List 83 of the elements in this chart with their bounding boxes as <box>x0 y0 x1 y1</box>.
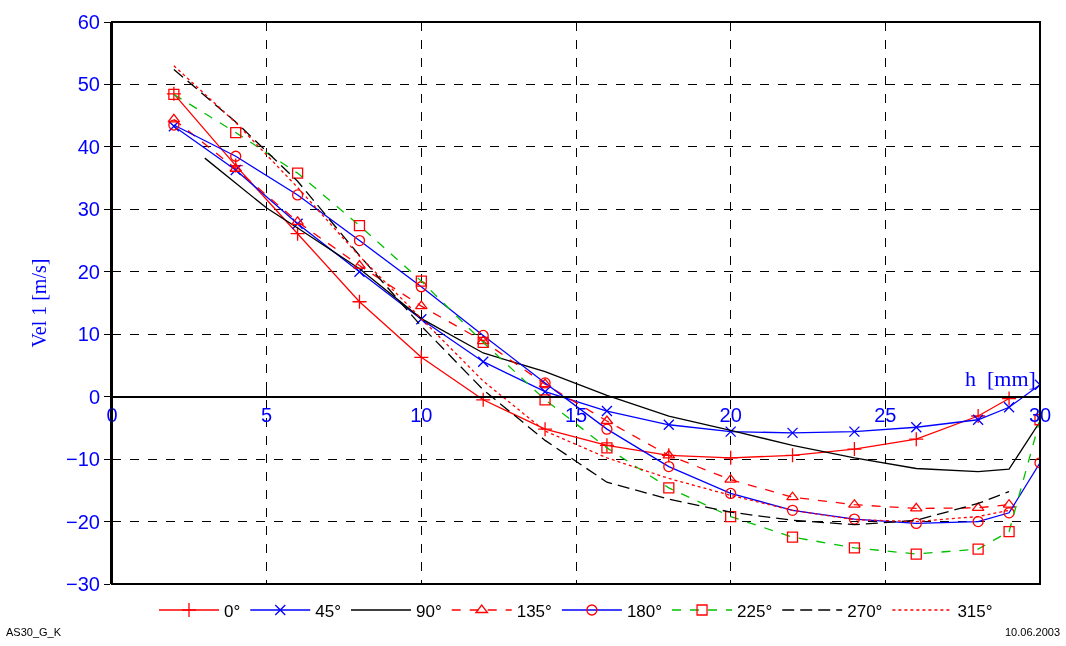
text: 10.06.2003 <box>1005 626 1061 638</box>
x-tick-label: 10 <box>410 403 433 426</box>
point <box>600 415 614 425</box>
y-tick-label: 40 <box>77 135 100 158</box>
point <box>289 226 306 242</box>
point <box>786 491 799 501</box>
point <box>353 259 366 269</box>
point <box>477 356 489 368</box>
point <box>230 150 242 162</box>
point <box>291 189 304 201</box>
point <box>908 431 924 447</box>
point <box>351 294 368 310</box>
point <box>414 300 428 310</box>
y-axis-title: Vel 1 [m/s] <box>28 258 51 348</box>
point <box>601 405 613 417</box>
y-tick-label: 0 <box>88 385 100 408</box>
point <box>291 167 304 179</box>
point <box>909 502 923 512</box>
legend-label: 225° <box>737 601 773 621</box>
point <box>662 449 676 459</box>
point <box>599 437 615 454</box>
point <box>230 164 242 176</box>
point <box>848 513 861 525</box>
point <box>723 450 739 466</box>
y-tick-label: 50 <box>77 73 100 96</box>
point <box>291 218 304 230</box>
legend-label: 180° <box>626 601 663 621</box>
point <box>972 414 984 426</box>
point <box>910 421 922 433</box>
point <box>601 442 613 454</box>
point <box>910 548 922 560</box>
point <box>784 447 801 464</box>
y-tick-label: 30 <box>77 198 100 221</box>
point <box>1003 401 1015 413</box>
x-axis-title: h [mm] <box>965 366 1036 391</box>
point <box>661 447 677 464</box>
legend-label: 315° <box>957 601 993 621</box>
point <box>167 113 181 123</box>
point <box>663 419 675 431</box>
point <box>415 281 427 293</box>
point <box>725 487 737 500</box>
point <box>601 423 613 435</box>
point <box>786 427 799 439</box>
point <box>539 394 551 406</box>
point <box>353 234 366 247</box>
y-tick-label: −10 <box>66 448 100 471</box>
point <box>786 531 799 543</box>
legend-label: 270° <box>847 601 883 621</box>
point <box>1003 525 1015 538</box>
legend-label: 135° <box>516 601 552 621</box>
legend-label: 90° <box>415 601 442 621</box>
point <box>477 329 489 342</box>
point <box>475 392 491 408</box>
point <box>970 408 986 424</box>
point <box>415 275 427 287</box>
point <box>786 504 799 516</box>
point <box>537 421 553 437</box>
y-tick-label: 10 <box>77 323 100 346</box>
point <box>725 510 737 523</box>
point <box>848 542 861 554</box>
point <box>972 515 984 528</box>
y-tick-label: −20 <box>66 510 100 533</box>
y-tick-label: 20 <box>77 260 100 283</box>
point <box>353 219 366 232</box>
y-tick-label: 60 <box>77 11 100 33</box>
point <box>663 460 675 473</box>
x-tick-label: 5 <box>261 403 273 426</box>
point <box>230 126 242 139</box>
point <box>1003 507 1015 519</box>
x-tick-label: 20 <box>719 403 742 426</box>
point <box>725 425 737 438</box>
y-tick-label: −30 <box>66 573 100 595</box>
text: AS30_G_K <box>6 626 62 638</box>
point <box>846 441 863 457</box>
point <box>413 349 429 365</box>
legend-label: 45° <box>315 601 341 621</box>
legend-label: 0° <box>224 601 241 621</box>
point <box>663 482 675 494</box>
point <box>1001 390 1017 407</box>
point <box>972 543 984 555</box>
x-tick-label: 25 <box>874 403 897 426</box>
point <box>910 517 922 530</box>
point <box>848 425 861 438</box>
